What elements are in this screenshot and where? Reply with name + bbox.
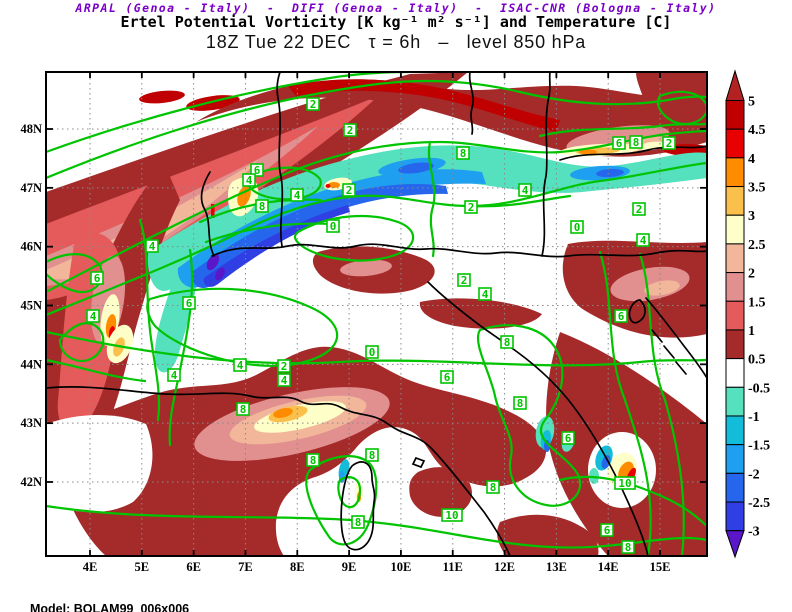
chart-title: Ertel Potential Vorticity [K kg⁻¹ m² s⁻¹… xyxy=(120,13,672,31)
svg-text:2.5: 2.5 xyxy=(748,238,766,253)
svg-text:8: 8 xyxy=(490,481,497,494)
model-label: Model: xyxy=(30,602,71,612)
svg-text:2: 2 xyxy=(281,360,288,373)
svg-text:12E: 12E xyxy=(494,560,515,574)
svg-text:13E: 13E xyxy=(546,560,567,574)
svg-text:2: 2 xyxy=(636,203,643,216)
svg-text:4: 4 xyxy=(246,174,253,187)
svg-text:6: 6 xyxy=(186,297,193,310)
svg-text:10E: 10E xyxy=(390,560,411,574)
svg-text:42N: 42N xyxy=(20,475,42,489)
svg-text:5E: 5E xyxy=(135,560,150,574)
svg-text:5: 5 xyxy=(748,95,755,110)
svg-text:43N: 43N xyxy=(20,416,42,430)
model-value: BOLAM99_006x006 xyxy=(73,602,190,612)
svg-text:4: 4 xyxy=(522,184,529,197)
svg-text:2: 2 xyxy=(666,137,673,150)
axis-labels: 4E 5E 6E 7E 8E 9E 10E 11E 12E 13E 14E 15E 48N 47N 46N 4… xyxy=(20,72,707,574)
svg-text:0: 0 xyxy=(574,221,581,234)
svg-text:8: 8 xyxy=(240,403,247,416)
svg-text:6: 6 xyxy=(444,371,451,384)
svg-text:2: 2 xyxy=(468,201,475,214)
svg-text:0.5: 0.5 xyxy=(748,353,766,368)
svg-text:3: 3 xyxy=(748,209,755,224)
svg-text:4E: 4E xyxy=(83,560,98,574)
svg-text:6: 6 xyxy=(604,524,611,537)
svg-text:8: 8 xyxy=(504,336,511,349)
svg-text:3.5: 3.5 xyxy=(748,181,766,196)
svg-text:8: 8 xyxy=(633,136,640,149)
svg-text:-0.5: -0.5 xyxy=(748,381,770,396)
valid-time-line: 18Z Tue 22 DEC τ = 6h – level 850 hPa xyxy=(205,32,587,52)
colorbar: 5 4.5 4 3.5 3 2.5 2 1.5 1 0.5 -0.5 -1 -1.5 -2 -2.5 -3 xyxy=(725,69,770,559)
svg-text:7E: 7E xyxy=(238,560,253,574)
map-frame xyxy=(45,71,708,557)
svg-text:8: 8 xyxy=(310,454,317,467)
svg-text:45N: 45N xyxy=(20,298,42,312)
svg-text:2: 2 xyxy=(310,98,317,111)
svg-text:2: 2 xyxy=(346,184,353,197)
svg-text:4: 4 xyxy=(171,369,178,382)
svg-text:4: 4 xyxy=(294,189,301,202)
svg-text:8: 8 xyxy=(259,200,266,213)
svg-text:-2.5: -2.5 xyxy=(748,496,770,511)
svg-text:47N: 47N xyxy=(20,181,42,195)
svg-text:-3: -3 xyxy=(748,525,760,540)
svg-text:8: 8 xyxy=(517,397,524,410)
svg-text:0: 0 xyxy=(330,220,337,233)
svg-text:4.5: 4.5 xyxy=(748,123,766,138)
svg-text:8: 8 xyxy=(369,449,376,462)
svg-text:14E: 14E xyxy=(598,560,619,574)
svg-text:8: 8 xyxy=(625,541,632,554)
svg-text:0: 0 xyxy=(369,346,376,359)
svg-text:48N: 48N xyxy=(20,122,42,136)
svg-text:6E: 6E xyxy=(186,560,201,574)
svg-text:6: 6 xyxy=(618,310,625,323)
svg-text:2: 2 xyxy=(461,274,468,287)
svg-text:10: 10 xyxy=(618,477,631,490)
svg-text:11E: 11E xyxy=(443,560,463,574)
svg-text:1: 1 xyxy=(748,324,755,339)
svg-text:4: 4 xyxy=(281,374,288,387)
coastlines-borders xyxy=(46,72,707,556)
credits-line: ARPAL (Genoa - Italy) - DIFI (Genoa - It… xyxy=(75,1,717,15)
svg-text:9E: 9E xyxy=(342,560,357,574)
svg-text:44N: 44N xyxy=(20,357,42,371)
svg-text:1.5: 1.5 xyxy=(748,295,766,310)
svg-text:-1.5: -1.5 xyxy=(748,439,770,454)
footer: Model: BOLAM99_006x006 Time 0: 12Z22DEC2… xyxy=(30,574,366,612)
model-line: Model: BOLAM99_006x006 xyxy=(30,602,366,612)
svg-text:6: 6 xyxy=(616,137,623,150)
svg-text:6: 6 xyxy=(94,272,101,285)
svg-text:8: 8 xyxy=(460,147,467,160)
svg-text:4: 4 xyxy=(640,234,647,247)
svg-text:46N: 46N xyxy=(20,240,42,254)
svg-text:8: 8 xyxy=(355,516,362,529)
svg-text:-2: -2 xyxy=(748,467,760,482)
svg-text:6: 6 xyxy=(565,432,572,445)
svg-text:8E: 8E xyxy=(290,560,305,574)
svg-text:-1: -1 xyxy=(748,410,760,425)
svg-text:4: 4 xyxy=(149,240,156,253)
svg-text:4: 4 xyxy=(748,152,755,167)
svg-text:2: 2 xyxy=(347,124,354,137)
svg-text:10: 10 xyxy=(445,509,458,522)
svg-text:2: 2 xyxy=(748,267,755,282)
svg-text:4: 4 xyxy=(482,288,489,301)
svg-text:4: 4 xyxy=(237,359,244,372)
svg-text:6: 6 xyxy=(254,164,261,177)
svg-text:15E: 15E xyxy=(650,560,671,574)
svg-text:4: 4 xyxy=(90,310,97,323)
